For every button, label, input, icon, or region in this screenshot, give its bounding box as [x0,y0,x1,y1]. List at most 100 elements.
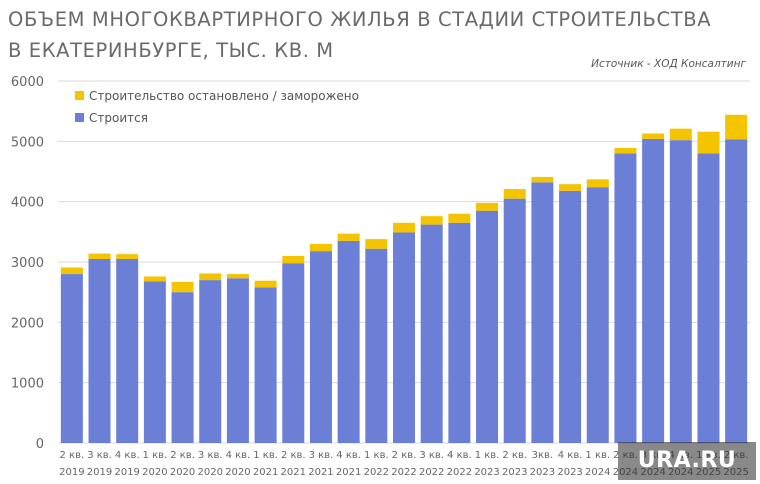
bar-building [393,232,415,443]
bar-building [697,153,720,443]
bar-stopped [282,255,305,264]
x-tick-label-year: 2020 [170,467,195,478]
bar-stopped [60,267,83,275]
x-tick-label-year: 2023 [530,467,555,478]
bar-building [309,251,332,443]
x-tick-label-year: 2019 [87,467,112,478]
y-tick-label: 2000 [11,316,44,331]
bar-building [199,280,222,443]
bar-stopped [226,274,249,279]
bar-stopped [393,222,415,233]
bar-stopped [365,239,388,249]
x-tick-label-year: 2020 [142,467,167,478]
bar-stopped [254,280,277,288]
x-tick-label-quarter: 3 кв. [87,450,112,461]
bar-stopped [642,133,665,139]
y-tick-label: 1000 [11,377,44,392]
bar-building [116,258,139,443]
x-tick-label-year: 2019 [59,467,84,478]
bar-stopped [531,176,554,183]
bar-building [725,139,748,444]
bar-stopped [199,273,222,281]
x-tick-label-year: 2019 [114,467,139,478]
bar-building [448,222,471,443]
bar-building [60,274,83,443]
bar-stopped [448,213,471,223]
bar-stopped [116,254,139,259]
x-tick-label-year: 2021 [281,467,306,478]
x-tick-label-quarter: 4 кв. [115,450,140,461]
bar-building [503,198,526,443]
legend-label-building: Строится [89,111,148,125]
watermark: URA.RU [618,442,756,480]
legend: Строительство остановлено / заморожено С… [75,89,359,125]
x-tick-label-quarter: 4 кв. [336,450,361,461]
bar-building [365,248,388,443]
bar-building [614,153,637,443]
x-tick-label-year: 2023 [474,467,499,478]
bar-stopped [337,233,360,241]
x-tick-label-year: 2021 [336,467,361,478]
x-tick-label-quarter: 2 кв. [170,450,195,461]
x-tick-label-year: 2022 [447,467,472,478]
y-tick-label: 5000 [11,135,44,150]
x-tick-label-quarter: 3 кв. [419,450,444,461]
bar-stopped [669,128,692,141]
y-axis: 0 1000 2000 3000 4000 5000 6000 [11,75,44,452]
bar-building [476,210,499,443]
bar-building [226,278,249,443]
bar-building [669,140,692,444]
x-tick-label-year: 2023 [557,467,582,478]
x-tick-label-quarter: 1 кв. [143,450,168,461]
x-tick-label-year: 2020 [225,467,250,478]
x-tick-label-year: 2022 [391,467,416,478]
bar-stopped [143,276,166,282]
x-tick-label-year: 2024 [585,467,610,478]
y-tick-label: 0 [36,437,44,452]
x-tick-label-quarter: 4 кв. [447,450,472,461]
bar-stopped [476,202,499,211]
bar-stopped [614,147,637,154]
bar-stopped [88,253,111,259]
x-tick-label-year: 2021 [308,467,333,478]
bar-stopped [420,216,443,225]
bar-building [337,240,360,443]
bar-building [171,292,194,443]
x-tick-label-quarter: 1 кв. [585,450,610,461]
bar-building [586,187,609,443]
x-tick-label-year: 2021 [253,467,278,478]
bar-stopped [586,179,609,188]
bar-stopped [503,188,526,199]
bars [60,114,748,444]
x-tick-label-quarter: 1 кв. [475,450,500,461]
legend-label-stopped: Строительство остановлено / заморожено [89,89,359,103]
x-tick-label-quarter: 2 кв. [392,450,417,461]
x-tick-label-year: 2020 [198,467,223,478]
legend-swatch-building [75,113,84,122]
x-tick-label-quarter: 2 кв. [60,450,85,461]
x-tick-label-quarter: 2 кв. [281,450,306,461]
bar-building [282,263,305,443]
bar-building [531,182,554,444]
bar-stopped [559,184,582,191]
x-tick-label-quarter: 4 кв. [226,450,251,461]
x-tick-label-year: 2023 [502,467,527,478]
y-tick-label: 3000 [11,256,44,271]
bar-building [88,258,111,443]
x-tick-label-quarter: 1 кв. [253,450,278,461]
bar-stopped [171,281,194,293]
y-tick-label: 4000 [11,196,44,211]
x-tick-label-quarter: 3 кв. [198,450,223,461]
x-tick-label-quarter: 4 кв. [558,450,583,461]
x-tick-label-year: 2022 [419,467,444,478]
chart-source: Источник - ХОД Консалтинг [591,58,746,70]
bar-building [254,287,277,443]
bar-stopped [725,114,748,140]
bar-stopped [697,131,720,154]
x-tick-label-quarter: 2 кв. [502,450,527,461]
y-tick-label: 6000 [11,75,44,90]
x-tick-label-quarter: 3кв. [532,450,553,461]
bar-building [559,190,582,443]
chart-title: ОБЪЕМ МНОГОКВАРТИРНОГО ЖИЛЬЯ В СТАДИИ СТ… [8,8,712,62]
